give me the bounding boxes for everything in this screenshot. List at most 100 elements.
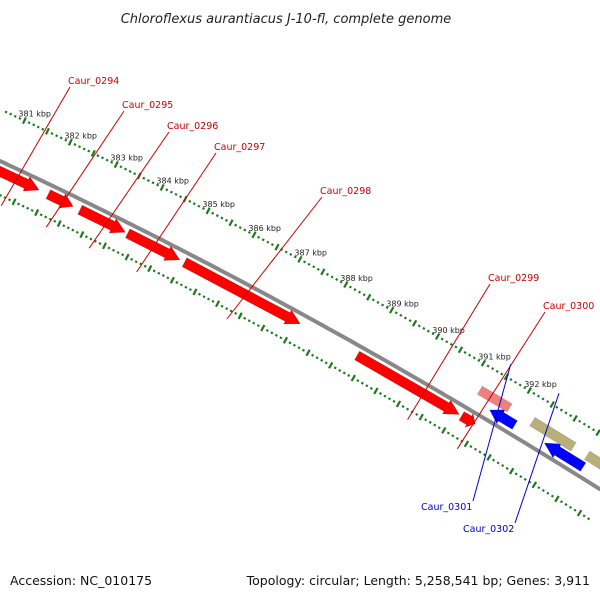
outer-scale-minor-tick: [75, 230, 79, 234]
inner-scale-minor-tick: [403, 316, 407, 320]
inner-scale-minor-tick: [523, 386, 527, 390]
outer-scale-minor-tick: [455, 436, 459, 440]
inner-scale-minor-tick: [146, 179, 150, 182]
outer-scale-major-tick: [576, 509, 583, 517]
gene-label[interactable]: Caur_0295: [122, 100, 173, 111]
caur-0298-gene[interactable]: [181, 257, 301, 325]
caur-0295-gene[interactable]: [45, 189, 74, 209]
outer-scale-minor-tick: [71, 228, 75, 232]
outer-scale-minor-tick: [311, 353, 315, 357]
outer-scale-minor-tick: [401, 405, 405, 409]
inner-scale-minor-tick: [156, 183, 160, 187]
gene-label[interactable]: Caur_0297: [214, 142, 265, 153]
map-title: Chloroflexus aurantiacus J-10-fl, comple…: [121, 12, 452, 27]
inner-scale-minor-tick: [41, 127, 45, 131]
inner-scale-minor-tick: [431, 332, 435, 336]
outer-scale-minor-tick: [292, 343, 296, 347]
outer-scale-minor-tick: [53, 219, 57, 223]
gene-label[interactable]: Caur_0296: [167, 121, 218, 132]
outer-scale-minor-tick: [501, 464, 505, 468]
reverse-scale-dots: [4, 110, 600, 437]
outer-scale-minor-tick: [528, 480, 532, 484]
outer-scale-minor-tick: [302, 348, 305, 352]
inner-scale-minor-tick: [257, 235, 261, 239]
outer-scale-minor-tick: [252, 321, 256, 325]
outer-scale-minor-tick: [514, 472, 518, 476]
outer-scale-minor-tick: [320, 358, 324, 362]
scale-tick-label: 387 kbp: [294, 249, 327, 258]
inner-scale-minor-tick: [174, 192, 178, 196]
outer-scale-major-tick: [237, 312, 243, 320]
outer-scale-major-tick: [373, 387, 379, 395]
inner-scale-minor-tick: [101, 156, 104, 160]
outer-scale-minor-tick: [3, 196, 7, 200]
outer-scale-major-tick: [508, 467, 515, 475]
outer-scale-minor-tick: [66, 226, 70, 230]
outer-scale-minor-tick: [505, 466, 509, 470]
gene-label[interactable]: Caur_0301: [421, 502, 472, 513]
scale-tick-label: 389 kbp: [386, 300, 419, 309]
gene-label[interactable]: Caur_0302: [463, 524, 514, 535]
inner-scale-minor-tick: [417, 324, 421, 328]
outer-scale-major-tick: [56, 220, 62, 228]
caur-0302-gene[interactable]: [529, 416, 577, 452]
outer-scale-minor-tick: [424, 418, 428, 422]
outer-scale-major-tick: [282, 336, 289, 344]
outer-scale-minor-tick: [315, 356, 319, 360]
inner-scale-minor-tick: [247, 230, 251, 234]
outer-scale-major-tick: [305, 349, 311, 357]
gene-label[interactable]: Caur_0298: [320, 186, 371, 197]
gene-label-callout: [136, 152, 217, 273]
inner-scale-minor-tick: [59, 136, 63, 140]
caur-0296-gene[interactable]: [77, 204, 126, 234]
unlabeled-gene[interactable]: [584, 450, 600, 487]
inner-scale-major-tick: [251, 231, 257, 239]
outer-scale-minor-tick: [392, 399, 396, 403]
outer-scale-minor-tick: [39, 213, 43, 217]
outer-scale-major-tick: [169, 276, 175, 284]
caur-0300-gene[interactable]: [458, 411, 476, 428]
caur-0301-gene[interactable]: [476, 385, 513, 413]
outer-scale-minor-tick: [21, 204, 25, 208]
inner-scale-minor-tick: [266, 240, 270, 244]
inner-scale-minor-tick: [261, 238, 265, 242]
outer-scale-minor-tick: [17, 202, 21, 206]
outer-scale-minor-tick: [356, 379, 360, 383]
inner-scale-minor-tick: [78, 145, 82, 149]
outer-scale-minor-tick: [473, 447, 477, 451]
inner-scale-minor-tick: [9, 112, 13, 116]
outer-scale-minor-tick: [179, 283, 183, 287]
outer-scale-minor-tick: [26, 206, 30, 210]
scale-tick-label: 388 kbp: [340, 274, 373, 283]
caur-0297-gene[interactable]: [124, 228, 181, 261]
inner-scale-minor-tick: [330, 275, 334, 279]
gene-label[interactable]: Caur_0299: [488, 273, 539, 284]
inner-scale-minor-tick: [289, 252, 293, 256]
inner-scale-minor-tick: [96, 154, 100, 158]
inner-scale-minor-tick: [371, 298, 375, 302]
outer-scale-major-tick: [124, 253, 130, 261]
outer-scale-minor-tick: [342, 371, 346, 375]
inner-scale-minor-tick: [18, 116, 22, 120]
outer-scale-major-tick: [11, 198, 17, 206]
caur-0299-gene[interactable]: [354, 350, 460, 415]
inner-scale-major-tick: [274, 243, 280, 251]
inner-scale-minor-tick: [362, 293, 366, 297]
inner-scale-major-tick: [159, 183, 165, 191]
inner-scale-minor-tick: [385, 306, 389, 310]
outer-scale-minor-tick: [559, 500, 564, 504]
inner-scale-minor-tick: [312, 265, 316, 269]
inner-scale-minor-tick: [445, 340, 449, 344]
inner-scale-minor-tick: [472, 356, 476, 360]
gene-label[interactable]: Caur_0300: [543, 301, 594, 312]
gene-label[interactable]: Caur_0294: [68, 76, 119, 87]
outer-scale-minor-tick: [469, 445, 473, 449]
caur-0294-gene[interactable]: [0, 165, 40, 192]
outer-scale-major-tick: [441, 426, 447, 434]
inner-scale-minor-tick: [220, 216, 224, 220]
outer-scale-major-tick: [486, 453, 492, 461]
inner-scale-major-tick: [22, 117, 27, 125]
outer-scale-minor-tick: [143, 264, 147, 268]
inner-scale-minor-tick: [500, 372, 504, 376]
